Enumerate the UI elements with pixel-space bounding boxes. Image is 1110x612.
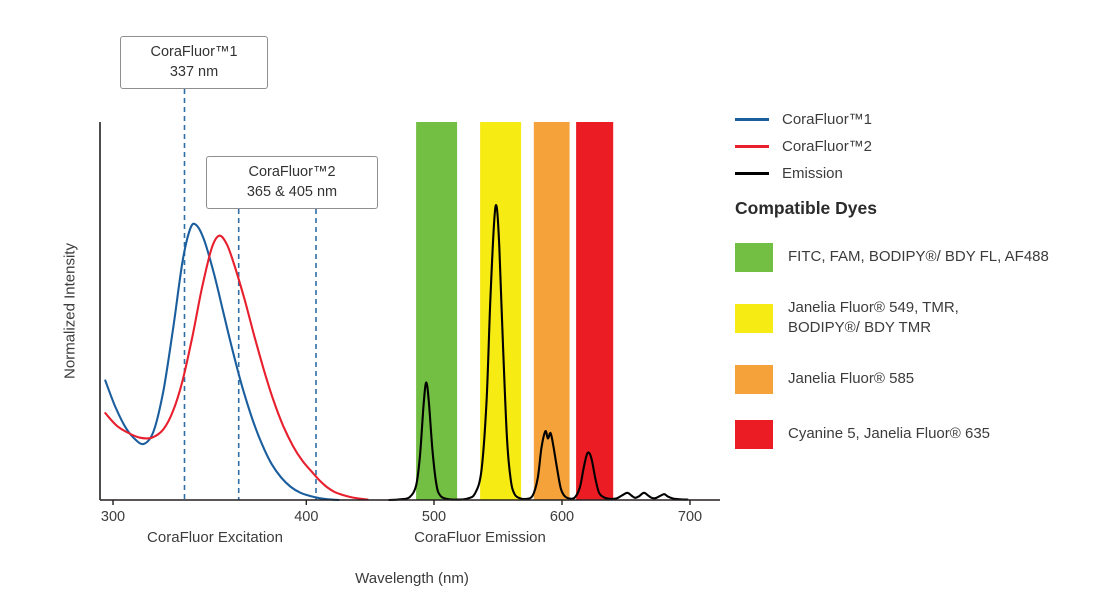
x-tick-label-400: 400 [294, 509, 319, 525]
x-tick-label-700: 700 [677, 509, 703, 525]
series-curve-1 [104, 222, 340, 502]
legend-line-corafluor2-icon [735, 145, 769, 148]
filter-band-2 [480, 122, 522, 500]
legend-item-emission: Emission [735, 160, 872, 187]
legend-label-emission: Emission [782, 165, 843, 182]
dye-label-red: Cyanine 5, Janelia Fluor® 635 [788, 424, 991, 442]
dye-label-yellow: Janelia Fluor® 549, TMR, BODIPY®/ BDY TM… [788, 299, 959, 337]
legend-line-emission-icon [735, 172, 769, 175]
x-tick-label-500: 500 [421, 509, 447, 525]
x-axis-label: Wavelength (nm) [355, 570, 469, 587]
dye-item-red: Cyanine 5, Janelia Fluor® 635 [735, 419, 1075, 449]
filter-band-4 [576, 122, 614, 500]
x-tick-label-300: 300 [100, 509, 126, 525]
annotation-corafluor2-365-405nm: CoraFluor™2 365 & 405 nm [206, 156, 378, 209]
legend-label-corafluor2: CoraFluor™2 [782, 138, 873, 155]
filter-band-1 [416, 122, 458, 500]
annotation-title: CoraFluor™2 [248, 164, 336, 180]
dye-swatch-yellow [735, 303, 773, 333]
legend-label-corafluor1: CoraFluor™1 [782, 111, 873, 128]
dye-swatch-red [735, 419, 773, 449]
dye-item-orange: Janelia Fluor® 585 [735, 364, 1075, 394]
legend-item-corafluor1: CoraFluor™1 [735, 106, 872, 133]
x-axis-group-label-emission: CoraFluor Emission [414, 529, 546, 546]
x-tick-label-600: 600 [549, 509, 575, 525]
dye-label-orange: Janelia Fluor® 585 [788, 369, 915, 387]
legend-line-corafluor1-icon [735, 118, 769, 121]
filter-band-3 [533, 122, 570, 500]
compatible-dyes-panel: Compatible Dyes FITC, FAM, BODIPY®/ BDY … [735, 198, 1075, 475]
annotation-corafluor1-337nm: CoraFluor™1 337 nm [120, 36, 268, 89]
dye-item-green: FITC, FAM, BODIPY®/ BDY FL, AF488 [735, 243, 1075, 272]
annotation-title: CoraFluor™1 [150, 44, 238, 60]
annotation-value: 337 nm [169, 64, 219, 81]
annotation-value: 365 & 405 nm [246, 184, 338, 201]
dye-swatch-green [735, 243, 773, 272]
series-curve-3 [388, 204, 689, 502]
y-axis-label: Normalized Intensity [61, 243, 79, 379]
dye-item-yellow: Janelia Fluor® 549, TMR, BODIPY®/ BDY TM… [735, 298, 1075, 339]
legend: CoraFluor™1 CoraFluor™2 Emission [735, 106, 872, 187]
legend-item-corafluor2: CoraFluor™2 [735, 133, 872, 160]
x-axis-group-label-excitation: CoraFluor Excitation [147, 529, 283, 546]
dye-label-green: FITC, FAM, BODIPY®/ BDY FL, AF488 [788, 248, 1049, 266]
dye-swatch-orange [735, 364, 773, 394]
compatible-dyes-heading: Compatible Dyes [735, 198, 877, 218]
series-curve-2 [104, 234, 369, 501]
